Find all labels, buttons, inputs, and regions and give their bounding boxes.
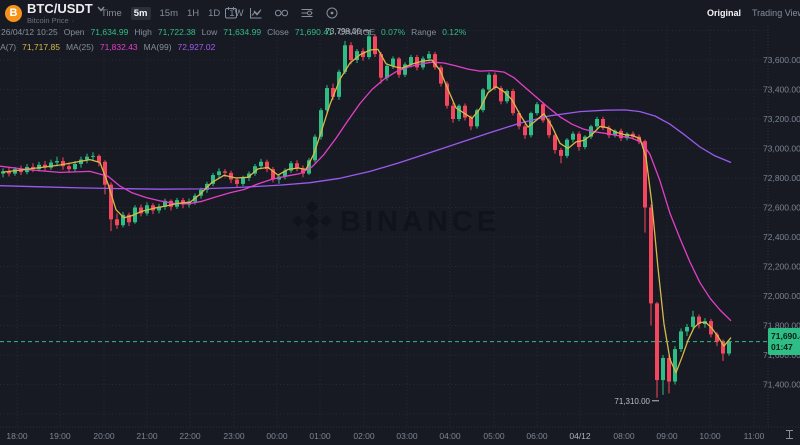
low-value: 71,634.99 (223, 27, 262, 37)
compare-icon[interactable] (274, 6, 289, 20)
ma99-label: MA(99) (143, 42, 172, 52)
time-axis-label: 19:00 (49, 431, 71, 441)
ma99-line (0, 109, 732, 190)
chart-view-tabs: Original Trading View Depth (707, 0, 800, 26)
binance-watermark-text: BINANCE (340, 206, 500, 238)
session-high-label: 73,798.00 (325, 27, 361, 36)
time-axis-label: 22:00 (179, 431, 201, 441)
ma99-value: 72,927.02 (177, 42, 216, 52)
price-axis-label: 72,600.00 (763, 203, 800, 213)
time-axis-label: 05:00 (483, 431, 505, 441)
price-axis-label: 73,600.00 (763, 55, 800, 65)
low-label: Low (201, 27, 218, 37)
candle-datetime: 26/04/12 10:25 (1, 27, 58, 37)
ma25-label: MA(25) (65, 42, 94, 52)
chart-style-icon[interactable] (249, 6, 263, 20)
range-value: 0.12% (442, 27, 467, 37)
change-label: CHANGE (338, 27, 376, 37)
close-value: 71,690.41 (294, 27, 333, 37)
ohlc-legend: 26/04/12 10:25 Open 71,634.99 High 71,72… (1, 27, 466, 37)
date-range-icon[interactable] (224, 6, 238, 20)
ma25-value: 71,832.43 (99, 42, 138, 52)
interval-1h[interactable]: 1H (186, 7, 200, 19)
ma-legend: MA(7) 71,717.85 MA(25) 71,832.43 MA(99) … (0, 42, 215, 52)
time-axis-label: 01:00 (309, 431, 331, 441)
high-label: High (134, 27, 152, 37)
range-label: Range (411, 27, 437, 37)
open-value: 71,634.99 (90, 27, 129, 37)
pair-selector[interactable]: B BTC/USDT Bitcoin Price · (5, 2, 105, 25)
chart-toolbar: B BTC/USDT Bitcoin Price · Time 5m 15m 1… (0, 0, 800, 26)
pair-subtitle: Bitcoin Price (27, 16, 69, 25)
time-axis-label: 02:00 (353, 431, 375, 441)
time-axis-label: 18:00 (6, 431, 28, 441)
price-axis-label: 73,200.00 (763, 114, 800, 124)
interval-1d[interactable]: 1D (208, 7, 221, 19)
price-axis-label: 73,400.00 (763, 85, 800, 95)
close-label: Close (267, 27, 289, 37)
time-axis-label: 00:00 (266, 431, 288, 441)
open-label: Open (63, 27, 85, 37)
high-value: 71,722.38 (157, 27, 196, 37)
price-axis-label: 71,400.00 (763, 380, 800, 390)
tab-trading-view[interactable]: Trading View (752, 8, 800, 18)
binance-watermark: BINANCE (292, 201, 500, 241)
time-axis-label: 04:00 (439, 431, 461, 441)
time-scale-icon[interactable] (784, 429, 795, 440)
time-axis[interactable]: 18:00 19:00 20:00 21:00 22:00 23:00 00:00 01:00… (6, 431, 764, 441)
ma7-label: MA(7) (0, 42, 17, 52)
time-axis-label: 08:00 (613, 431, 635, 441)
session-low-label: 71,310.00 (614, 397, 650, 406)
bitcoin-logo-icon: B (5, 4, 22, 22)
time-axis-label: 11:00 (744, 431, 765, 441)
grid-lines (0, 26, 768, 427)
interval-time[interactable]: Time (101, 7, 122, 19)
last-price-value: 71,690.4 (771, 330, 800, 341)
subtitle-caret-icon: · (71, 16, 75, 25)
price-axis-label: 72,000.00 (763, 291, 800, 301)
change-value: 0.07% (381, 27, 406, 37)
last-price-badge: 71,690.4 01:47 (768, 328, 800, 356)
time-axis-label: 10:00 (699, 431, 721, 441)
price-axis-label: 71,800.00 (763, 321, 800, 331)
time-axis-label: 03:00 (396, 431, 418, 441)
candles-layer (1, 30, 731, 398)
chevron-down-icon (97, 6, 105, 12)
chart-settings-icon[interactable] (325, 6, 339, 20)
ma7-line (2, 48, 732, 374)
tab-original[interactable]: Original (707, 8, 742, 18)
candle-countdown: 01:47 (771, 342, 793, 353)
indicators-icon[interactable] (300, 6, 314, 20)
price-axis-label: 72,200.00 (763, 262, 800, 272)
time-axis-label: 04/12 (569, 431, 591, 441)
price-axis-label: 72,400.00 (763, 232, 800, 242)
time-axis-label: 20:00 (93, 431, 115, 441)
pair-title: BTC/USDT (27, 1, 93, 16)
ma7-value: 71,717.85 (22, 42, 60, 52)
time-axis-label: 21:00 (136, 431, 158, 441)
price-axis-label: 73,000.00 (763, 144, 800, 154)
time-axis-label: 06:00 (526, 431, 548, 441)
time-axis-label: 09:00 (656, 431, 678, 441)
time-axis-label: 23:00 (223, 431, 245, 441)
interval-5m[interactable]: 5m (130, 6, 151, 20)
price-axis-label: 72,800.00 (763, 173, 800, 183)
interval-15m[interactable]: 15m (159, 7, 178, 19)
